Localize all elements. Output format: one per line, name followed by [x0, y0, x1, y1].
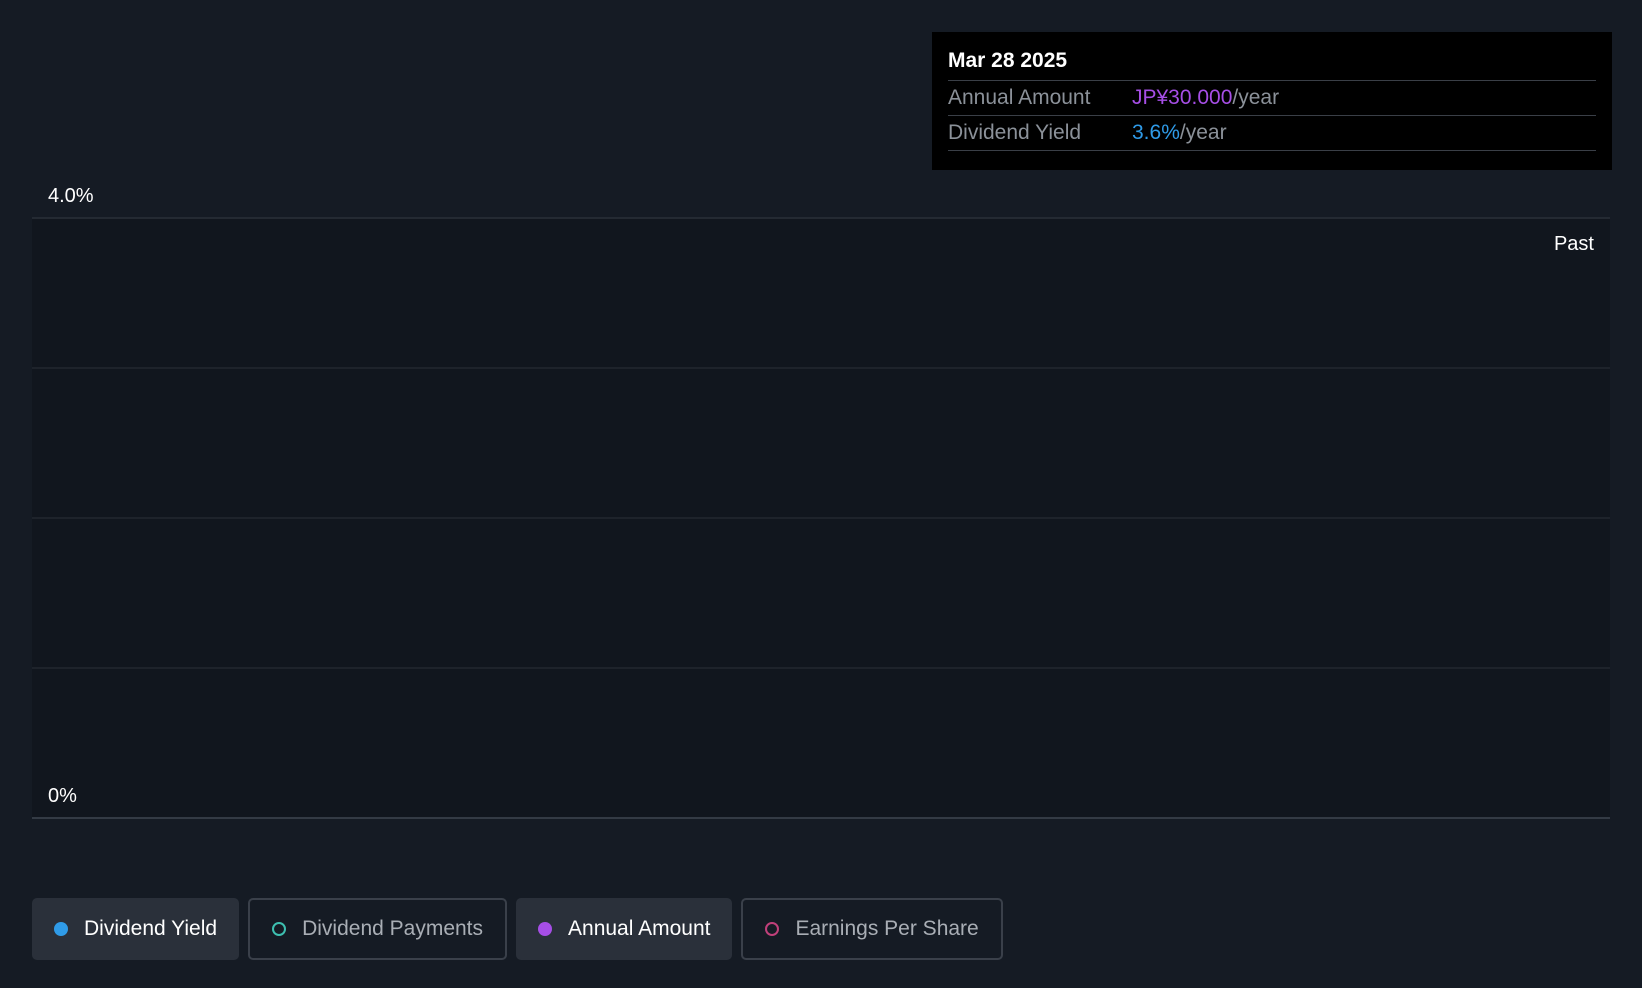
tooltip-label: Annual Amount [948, 86, 1091, 109]
legend: Dividend Yield Dividend Payments Annual … [32, 898, 1012, 960]
tooltip-row-annual-amount: Annual Amount JP¥30.000 /year [948, 81, 1596, 116]
legend-label: Dividend Payments [302, 917, 484, 940]
tooltip-unit: /year [1179, 121, 1227, 144]
legend-dividend-payments[interactable]: Dividend Payments [248, 898, 508, 960]
legend-dot-icon [765, 922, 780, 936]
tooltip-unit: /year [1232, 86, 1280, 109]
legend-label: Earnings Per Share [795, 917, 979, 940]
legend-dot-icon [272, 922, 287, 936]
y-label-max: 4.0% [48, 185, 94, 207]
legend-earnings-per-share[interactable]: Earnings Per Share [741, 898, 1003, 960]
legend-label: Dividend Yield [84, 917, 218, 940]
tooltip-label: Dividend Yield [948, 121, 1082, 144]
legend-dot-icon [54, 922, 68, 936]
tooltip-row-dividend-yield: Dividend Yield 3.6% /year [948, 116, 1596, 151]
y-label-min: 0% [48, 785, 77, 807]
legend-annual-amount[interactable]: Annual Amount [516, 898, 733, 960]
legend-dot-icon [538, 922, 553, 936]
tooltip-value: 3.6% [1132, 121, 1180, 144]
legend-label: Annual Amount [568, 917, 711, 940]
past-label: Past [1554, 233, 1594, 255]
gridlines [32, 217, 1610, 819]
tooltip: Mar 28 2025 Annual Amount JP¥30.000 /yea… [932, 32, 1612, 170]
tooltip-date: Mar 28 2025 [948, 46, 1596, 81]
legend-dividend-yield[interactable]: Dividend Yield [32, 898, 240, 960]
tooltip-value: JP¥30.000 [1132, 86, 1233, 109]
